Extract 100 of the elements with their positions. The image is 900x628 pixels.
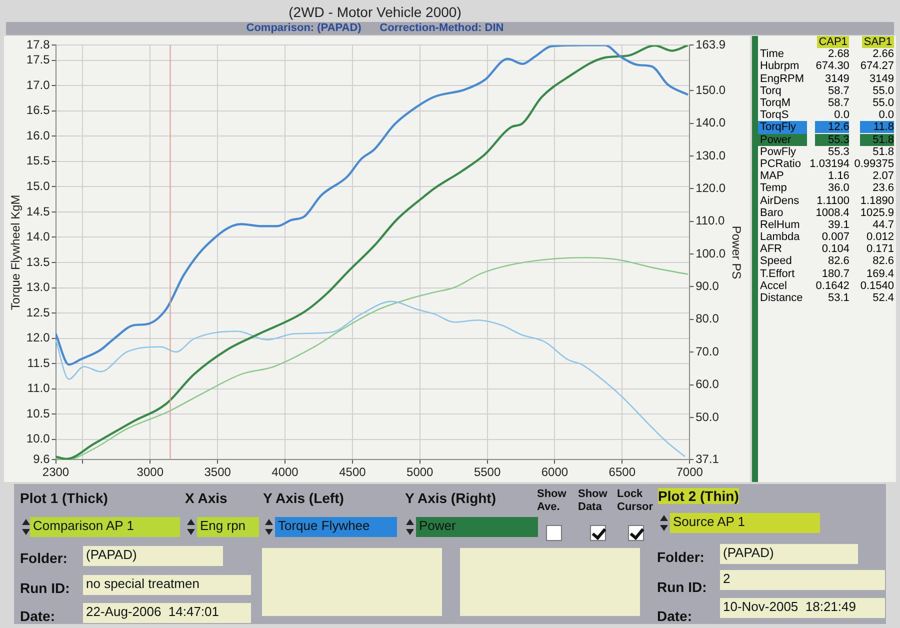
y-tick-label: 13.0 [26, 280, 50, 294]
data-label: 0.1540 [860, 280, 894, 292]
category-label: AirDens [758, 194, 807, 207]
x-tick-label: 2300 [42, 465, 70, 480]
data-label: 0.104 [815, 243, 850, 256]
text: Power [416, 517, 538, 537]
text: Plot 1 (Thick) [20, 490, 108, 506]
y2-tick-label: 70.0 [696, 344, 720, 358]
y-tick-label: 12.5 [26, 305, 50, 320]
y-tick-label: 15.0 [26, 179, 50, 194]
data-label: 0.0 [860, 109, 894, 122]
y-tick-label: 16.0 [26, 128, 50, 142]
data-label: 2.66 [860, 48, 894, 60]
data-label: 11.8 [860, 121, 894, 134]
category-label: TorqM [758, 96, 807, 110]
data-label: 23.6 [860, 182, 894, 194]
data-label: 39.1 [815, 218, 850, 231]
text: Folder: [20, 550, 68, 566]
y2-tick-label: 100.0 [696, 246, 726, 260]
y2-tick-label: 60.0 [696, 377, 720, 392]
y2-tick-label: 163.9 [696, 38, 726, 52]
text: Run ID: [657, 579, 707, 595]
series-label: CAP1 [816, 36, 850, 48]
data-label: 0.171 [860, 243, 894, 256]
y2-tick-label: 80.0 [696, 312, 720, 326]
y2-tick-label: 130.0 [696, 148, 726, 162]
category-label: Temp [758, 182, 807, 194]
category-label: Accel [758, 280, 807, 292]
category-label: RelHum [758, 218, 807, 231]
data-label: 51.8 [860, 146, 894, 158]
category-label: EngRPM [758, 72, 807, 85]
x-tick-label: 3000 [136, 465, 164, 480]
data-label: 58.7 [815, 97, 850, 110]
category-label: Hubrpm [758, 60, 807, 73]
category-label: Torq [758, 84, 807, 97]
source-note: Source AP 1 [670, 513, 820, 533]
y2-axis-title: Power PS [729, 226, 744, 280]
data-label: 12.6 [815, 121, 850, 134]
data-label: 82.6 [815, 255, 850, 268]
data-label: 1025.9 [860, 206, 894, 219]
text: (PAPAD) [83, 546, 223, 566]
y2-tick-label: 37.1 [696, 452, 720, 466]
data-label: 0.1642 [815, 280, 850, 292]
data-label: 51.8 [860, 134, 894, 146]
x-tick-label: 6500 [608, 465, 636, 480]
text: Show Ave. [537, 488, 567, 514]
text: Folder: [657, 549, 704, 565]
text: 10-Nov-2005 18:21:49 [720, 598, 885, 618]
y-tick-label: 16.5 [26, 103, 50, 118]
data-label: 58.7 [815, 84, 850, 97]
data-label: 1.1890 [860, 194, 894, 207]
x-tick-label: 6000 [541, 465, 568, 480]
chart-title: (2WD - Motor Vehicle 2000) [288, 4, 462, 20]
data-label: 1.16 [815, 170, 850, 182]
x-tick-label: 4000 [272, 465, 299, 480]
text: Run ID: [20, 580, 70, 596]
x-tick-label: 4500 [339, 465, 366, 480]
x-tick-label: 5500 [474, 465, 501, 480]
x-tick-label: 5000 [406, 465, 434, 480]
text: no special treatmen [83, 575, 251, 595]
y2-tick-label: 90.0 [696, 279, 720, 294]
data-label: 0.007 [815, 231, 850, 244]
category-label: Time [758, 48, 807, 60]
category-label: Speed [758, 255, 807, 268]
text: Show Data [578, 488, 608, 514]
y-tick-label: 14.5 [26, 204, 50, 218]
y-tick-label: 17.0 [26, 78, 50, 92]
data-label: 0.99375 [854, 158, 894, 170]
y2-tick-label: 120.0 [696, 180, 726, 195]
y2-tick-label: 50.0 [696, 410, 720, 424]
y-tick-label: 15.5 [26, 154, 50, 168]
category-label: Baro [758, 206, 807, 219]
data-label: 44.7 [860, 218, 894, 231]
text: Plot 2 (Thin) [658, 488, 739, 504]
data-label: 1008.4 [815, 206, 850, 219]
data-label: 0.012 [860, 231, 894, 244]
data-label: 55.3 [815, 146, 850, 158]
text: X Axis [185, 490, 228, 506]
text: Comparison AP 1 [30, 517, 180, 537]
x-tick-label: 7000 [676, 465, 704, 480]
text: Lock Cursor [617, 488, 654, 514]
category-label: AFR [758, 243, 807, 256]
data-label: 180.7 [815, 268, 850, 280]
data-label: 2.68 [815, 48, 850, 60]
data-label: 0.0 [815, 109, 850, 122]
y-tick-label: 17.5 [26, 52, 50, 67]
y-tick-label: 11.0 [27, 381, 50, 396]
data-label: 36.0 [815, 182, 850, 194]
data-label: 674.27 [860, 60, 894, 72]
y-tick-label: 11.5 [27, 356, 50, 370]
text: Y Axis (Left) [263, 490, 344, 506]
text: Eng rpn [197, 517, 259, 537]
category-label: TorqFly [758, 121, 807, 134]
x-tick-label: 3500 [204, 465, 232, 480]
y-tick-label: 10.5 [26, 406, 50, 420]
category-label: PCRatio [758, 158, 807, 170]
y-tick-label: 13.5 [26, 254, 50, 269]
data-label: 2.07 [860, 170, 894, 182]
text: Y Axis (Right) [405, 490, 496, 506]
text: 22-Aug-2006 14:47:01 [83, 603, 251, 623]
